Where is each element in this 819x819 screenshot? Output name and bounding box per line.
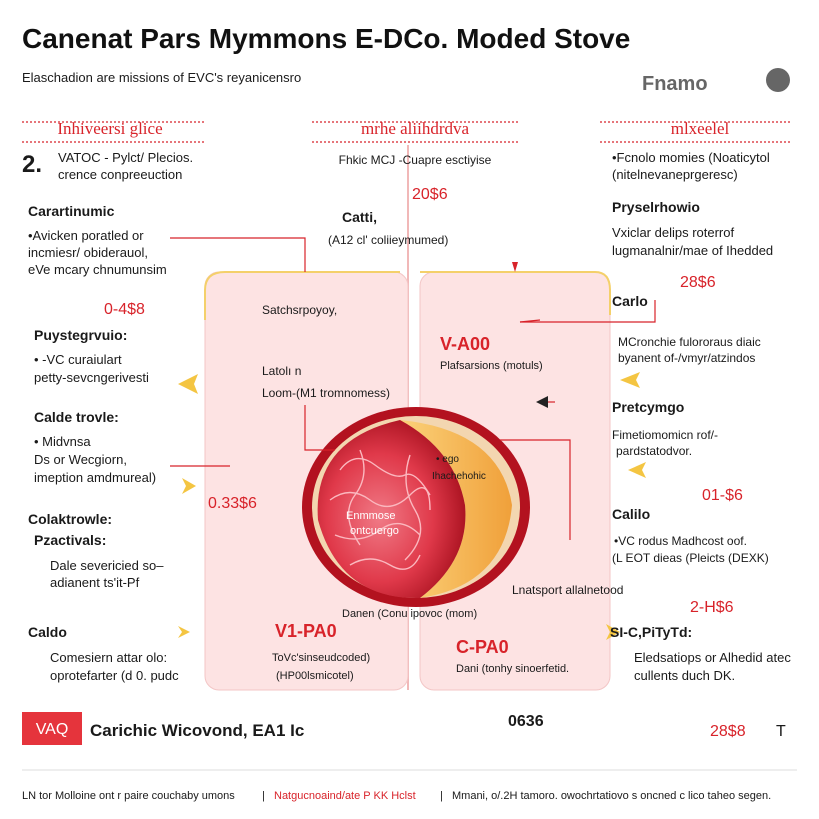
- stat: 20$6: [412, 186, 448, 203]
- footer-sep: |: [440, 790, 443, 802]
- block-line: byanent of-/vmyr/atzindos: [618, 351, 755, 365]
- label: Loom-(M1 tromnomess): [262, 386, 390, 400]
- footer-part: LN tor Molloine ont r paire couchaby umo…: [22, 790, 235, 802]
- logo: Fnamo: [642, 73, 708, 95]
- subtitle: Elaschadion are missions of EVC's reyani…: [22, 70, 301, 85]
- block-line: (L EOT dieas (Pleicts (DEXK): [612, 551, 769, 565]
- block-title: Puystegrvuio:: [34, 327, 127, 343]
- label: Latolı n: [262, 364, 301, 378]
- label: Danen (Conu ipovoc (mom): [342, 608, 477, 620]
- column-heading: mrhe aliihdrdva: [361, 119, 470, 138]
- block-title: Pretcymgo: [612, 399, 684, 415]
- block-line: Ds or Wecgiorn,: [34, 452, 127, 467]
- stat: 28$8: [710, 723, 746, 740]
- intro: (nitelnevaneprgeresc): [612, 167, 738, 182]
- block-line: Eledsatiops or Alhedid atec: [634, 650, 791, 665]
- label: ontcuergo: [350, 525, 399, 537]
- block-subtitle: Pzactivals:: [34, 532, 106, 548]
- label: (HP00lsmicotel): [276, 670, 354, 682]
- label: V1-PA0: [275, 621, 337, 641]
- block-line: oprotefarter (d 0. pudc: [50, 668, 179, 683]
- block-line: • Midvnsa: [34, 434, 91, 449]
- logo-dot: [766, 68, 790, 92]
- label: Plafsarsions (motuls): [440, 360, 543, 372]
- stat: 01-$6: [702, 487, 743, 504]
- heading-rules: [22, 121, 790, 143]
- intro: Fhkic MCJ -Cuapre esctiyise: [339, 153, 492, 167]
- label: Lnatsport allalnetood: [512, 583, 623, 597]
- block-title: Carartinumic: [28, 203, 115, 219]
- block-line: Fimetiomomicn rof/-: [612, 428, 718, 442]
- stat: 0.33$6: [208, 495, 257, 512]
- footer-part: Mmani, o/.2H tamoro. owochrtatiovo s onc…: [452, 790, 771, 802]
- panel-accent: [204, 271, 400, 320]
- footer-sep: |: [262, 790, 265, 802]
- label: Ihachehohic: [432, 471, 486, 482]
- label: Satchsrpoyoy,: [262, 303, 337, 317]
- block-line: petty-sevcngerivesti: [34, 370, 149, 385]
- block-title: Pryselrhowio: [612, 199, 700, 215]
- block-line: •Avicken poratled or: [28, 228, 144, 243]
- block-title: SI-C,PiTyTd:: [610, 624, 692, 640]
- panel-accent: [420, 271, 611, 315]
- block-line: Comesiern attar olo:: [50, 650, 167, 665]
- block-line: Vxiclar delips roterrof: [612, 225, 734, 240]
- block-title: Caldo: [28, 624, 67, 640]
- block-title: Calilo: [612, 506, 650, 522]
- block-line: eVe mcary chnumunsim: [28, 262, 167, 277]
- callout-title: Catti,: [342, 209, 377, 225]
- block-line: •VC rodus Madhcost oof.: [614, 534, 747, 548]
- intro: •Fcnolo momies (Noaticytol: [612, 150, 770, 165]
- intro: crence conpreeuction: [58, 167, 182, 182]
- block-title: Calde trovle:: [34, 409, 119, 425]
- illustration: [302, 407, 530, 607]
- bottom-text: Carichic Wicovond, EA1 Ic: [90, 721, 304, 740]
- block-line: imeption amdmureal): [34, 470, 156, 485]
- intro: VATOC - Pylct/ Plecios.: [58, 150, 193, 165]
- block-line: incmiesr/ obiderauol,: [28, 245, 148, 260]
- block-line: lugmanalnir/mae of Ihedded: [612, 243, 773, 258]
- block-title: Colaktrowle:: [28, 511, 112, 527]
- block-line: adianent ts'it-Pf: [50, 575, 140, 590]
- stat: 28$6: [680, 274, 716, 291]
- number: 2.: [22, 151, 42, 178]
- code: 0636: [508, 713, 544, 730]
- label: C-PA0: [456, 637, 509, 657]
- label: V-A00: [440, 334, 490, 354]
- block-line: cullents duch DK.: [634, 668, 735, 683]
- marker: [512, 262, 518, 272]
- column-heading: mlxeelel: [671, 119, 730, 138]
- pointer: [536, 396, 548, 408]
- column-heading: Inhiveersi glice: [57, 119, 162, 138]
- label: • ego: [436, 454, 459, 465]
- mark: T: [776, 723, 786, 740]
- block-title: Carlo: [612, 293, 648, 309]
- label: Dani (tonhy sinoerfetid.: [456, 663, 569, 675]
- arrows: [178, 372, 646, 640]
- badge: [22, 712, 82, 745]
- block-line: • -VC curaiulart: [34, 352, 122, 367]
- badge-text: VAQ: [36, 721, 69, 738]
- callout-text: (A12 cl' coliieymumed): [328, 233, 448, 247]
- footer-part: Natgucnoaind/ate P KK Hclst: [274, 790, 416, 802]
- block-line: pardstatodvor.: [616, 444, 692, 458]
- stat: 2-H$6: [690, 599, 734, 616]
- label: ToVc'sinseudcoded): [272, 652, 370, 664]
- footer: LN tor Molloine ont r paire couchaby umo…: [22, 790, 771, 802]
- stat: 0-4$8: [104, 301, 145, 318]
- block-line: MCronchie fulororaus diaic: [618, 335, 761, 349]
- block-line: Dale severicied so–: [50, 558, 164, 573]
- title: Canenat Pars Mymmons E-DCo. Moded Stove: [22, 23, 630, 54]
- label: Enmmose: [346, 510, 396, 522]
